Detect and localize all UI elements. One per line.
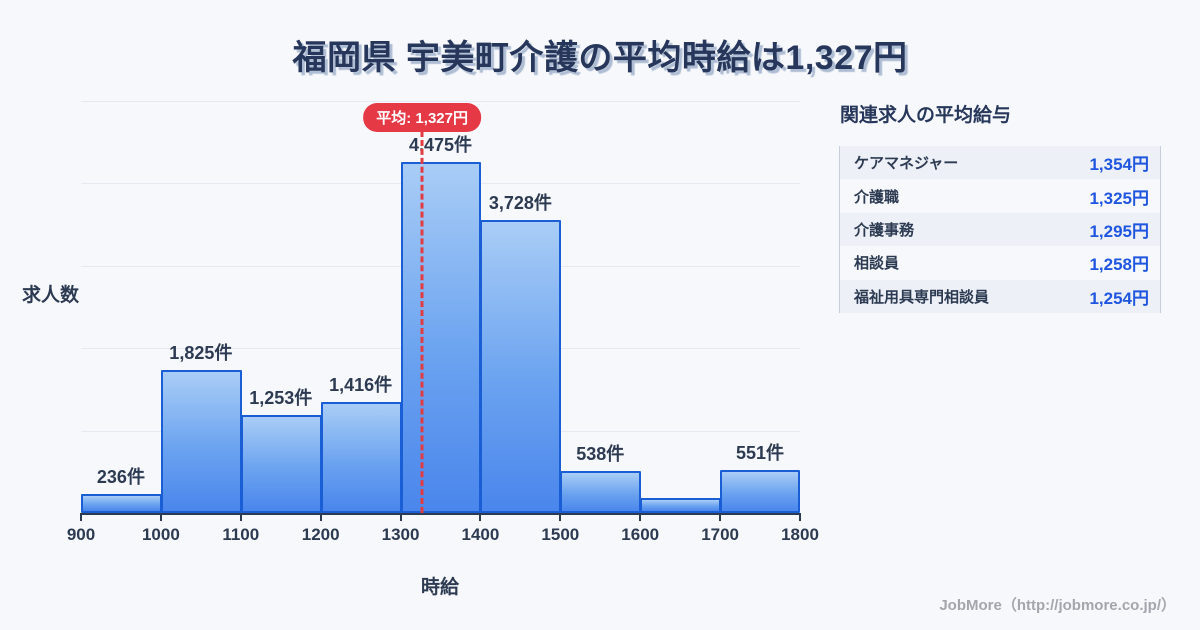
related-job-row: 介護事務 1,295円 — [840, 212, 1160, 247]
bar-value-label: 4,475件 — [408, 135, 473, 155]
gridline — [81, 101, 800, 102]
x-tick-mark — [319, 513, 322, 521]
related-job-label: 相談員 — [854, 255, 900, 273]
x-tick-mark — [479, 513, 482, 521]
x-tick-mark — [159, 513, 162, 521]
related-job-label: 介護職 — [854, 188, 900, 206]
x-tick-label: 1600 — [621, 525, 660, 544]
x-axis-line — [80, 513, 801, 515]
related-jobs-title: 関連求人の平均給与 — [840, 105, 1012, 126]
x-tick-mark — [559, 513, 562, 521]
x-tick-label: 1700 — [701, 525, 740, 544]
x-tick-label: 1800 — [781, 525, 819, 544]
histogram-bar — [480, 220, 562, 513]
related-jobs-list: ケアマネジャー 1,354円介護職 1,325円介護事務 1,295円相談員 1,258… — [839, 146, 1161, 313]
mean-badge: 平均: 1,327円 — [363, 103, 481, 132]
bar-value-label: 538件 — [576, 444, 625, 464]
histogram-bar — [720, 470, 800, 513]
bar-value-label: 551件 — [736, 443, 785, 463]
related-job-label: 福祉用具専門相談員 — [854, 288, 990, 306]
related-job-wage: 1,258円 — [1089, 255, 1149, 275]
histogram-bar — [640, 498, 722, 513]
related-job-wage: 1,254円 — [1089, 288, 1149, 308]
bar-value-label: 1,253件 — [249, 388, 313, 408]
related-job-label: ケアマネジャー — [854, 155, 959, 173]
bar-value-label: 236件 — [96, 467, 145, 487]
x-tick-label: 1300 — [381, 525, 420, 544]
related-job-wage: 1,295円 — [1089, 221, 1149, 241]
related-job-label: 介護事務 — [854, 221, 915, 239]
x-axis-title: 時給 — [420, 577, 460, 598]
x-tick-label: 1500 — [541, 525, 580, 544]
related-job-row: 福祉用具専門相談員 1,254円 — [840, 279, 1160, 313]
wage-histogram-plot: 平均: 1,327円 236件 1,825件 1,253件 1,416件 4,475件 3… — [67, 101, 819, 544]
histogram-bar — [320, 402, 402, 513]
related-job-wage: 1,325円 — [1089, 188, 1149, 208]
histogram-bar — [81, 494, 162, 513]
related-job-row: 相談員 1,258円 — [840, 246, 1160, 279]
x-tick-mark — [80, 513, 82, 521]
x-tick-label: 900 — [66, 525, 96, 544]
histogram-bar — [240, 415, 322, 513]
x-tick-mark — [799, 513, 801, 521]
histogram-bar — [560, 471, 642, 513]
x-tick-label: 1400 — [461, 525, 500, 544]
histogram-bar — [400, 162, 482, 513]
x-tick-mark — [719, 513, 722, 521]
bar-value-label: 3,728件 — [488, 193, 552, 213]
bar-value-label: 1,416件 — [329, 375, 393, 395]
histogram-bar — [160, 370, 242, 513]
page-title: 福岡県 宇美町介護の平均時給は1,327円 — [292, 39, 908, 77]
bar-value-label: 1,825件 — [169, 343, 233, 363]
related-job-row: 介護職 1,325円 — [840, 179, 1160, 212]
x-tick-mark — [239, 513, 242, 521]
mean-line — [420, 131, 424, 513]
x-tick-label: 1000 — [141, 525, 180, 544]
x-tick-label: 1200 — [301, 525, 340, 544]
x-tick-mark — [399, 513, 402, 521]
related-job-row: ケアマネジャー 1,354円 — [840, 146, 1160, 180]
footer-credit: JobMore（http://jobmore.co.jp/） — [939, 597, 1176, 614]
x-tick-label: 1100 — [222, 525, 260, 544]
x-tick-mark — [639, 513, 642, 521]
related-job-wage: 1,354円 — [1089, 155, 1149, 175]
y-axis-title: 求人数 — [22, 285, 80, 306]
